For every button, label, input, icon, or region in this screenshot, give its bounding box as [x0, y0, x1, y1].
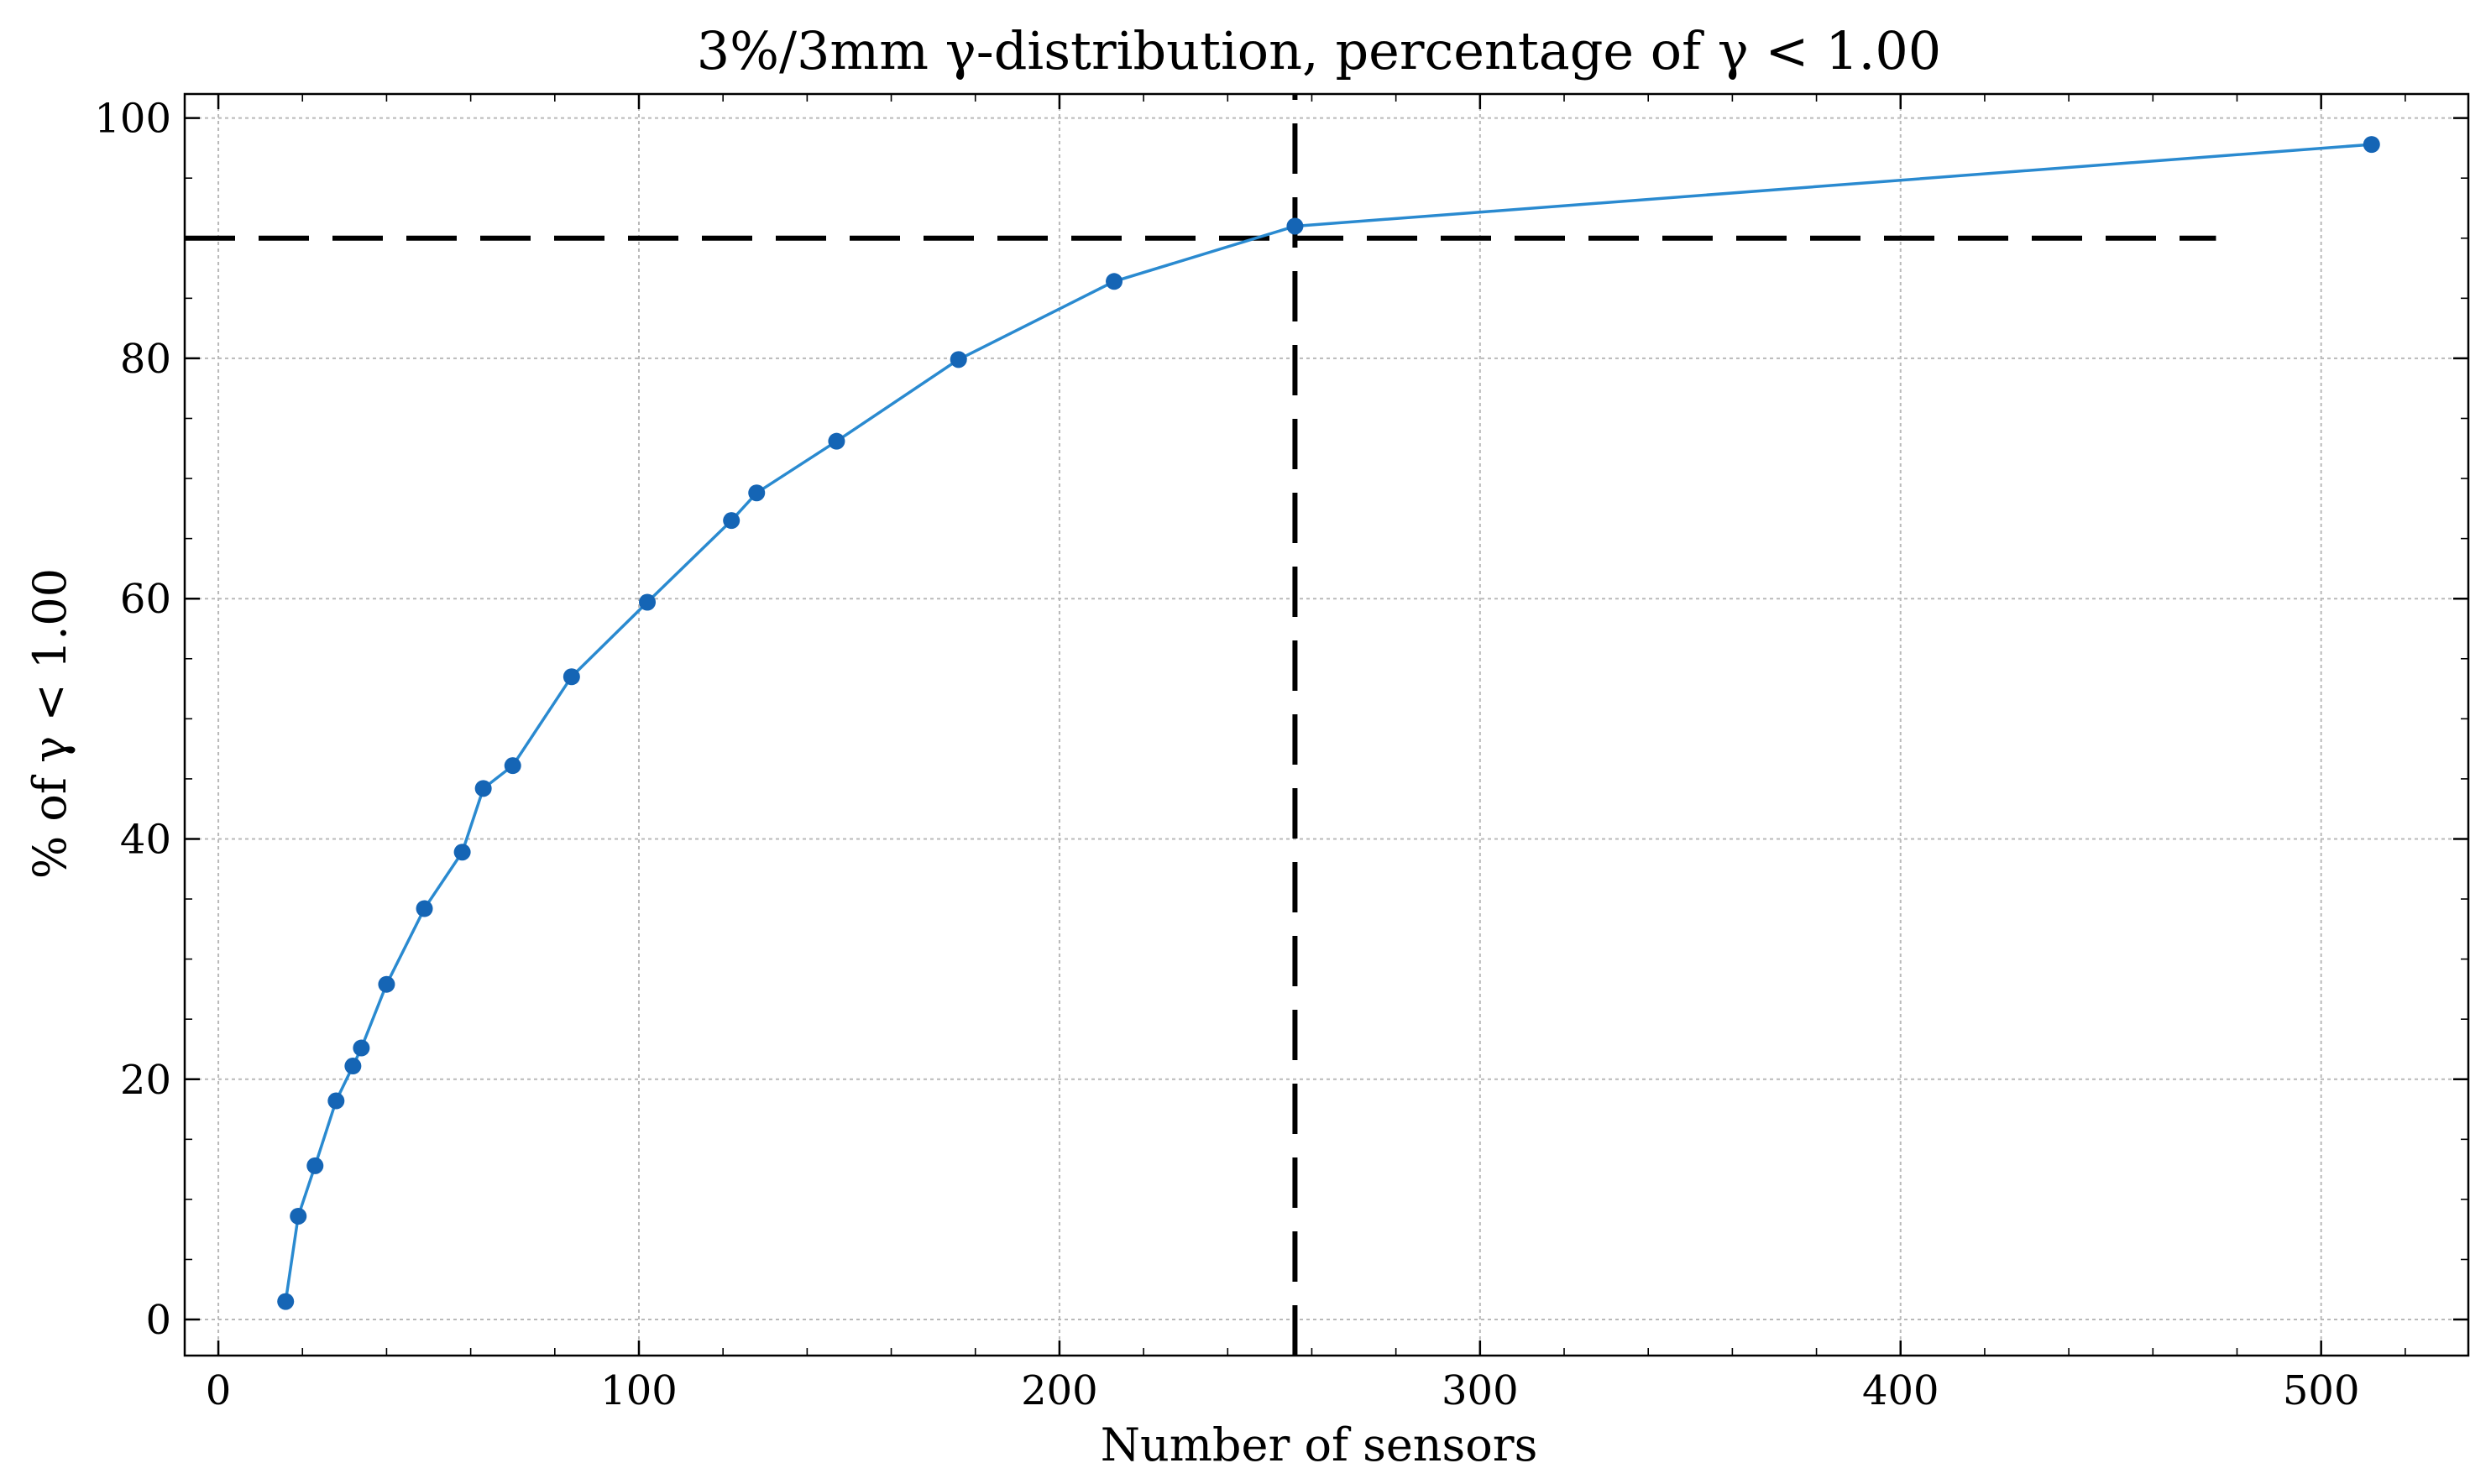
x-tick-label: 200 [1021, 1367, 1098, 1414]
data-point [1286, 217, 1304, 235]
y-tick-label: 40 [120, 816, 171, 863]
data-point [306, 1157, 324, 1174]
chart-title: 3%/3mm γ-distribution, percentage of γ <… [697, 20, 1942, 81]
data-point [723, 512, 740, 530]
reference-lines [185, 94, 2216, 1356]
data-point [828, 432, 845, 450]
data-point [639, 593, 657, 611]
x-axis-label: Number of sensors [1101, 1419, 1538, 1471]
data-point [327, 1092, 345, 1110]
minor-ticks [185, 94, 2468, 1356]
y-tick-label: 20 [120, 1057, 171, 1104]
y-tick-label: 60 [120, 576, 171, 623]
x-tick-label: 300 [1442, 1367, 1519, 1414]
major-ticks [185, 94, 2468, 1356]
data-point [1106, 273, 1123, 290]
series [277, 136, 2380, 1310]
data-point [277, 1293, 295, 1310]
plot-frame [183, 92, 2470, 1357]
data-point [748, 484, 766, 502]
y-tick-label: 0 [145, 1297, 171, 1344]
data-point [950, 351, 967, 368]
y-tick-label: 100 [94, 96, 171, 143]
x-tick-label: 0 [206, 1367, 232, 1414]
data-point [353, 1039, 370, 1057]
x-tick-labels: 0 100 200 300 400 500 [206, 1367, 2360, 1414]
data-point [290, 1207, 307, 1225]
data-point [474, 780, 492, 797]
y-tick-label: 80 [120, 336, 171, 383]
data-point [2363, 136, 2380, 154]
data-point [504, 757, 521, 775]
series-line [284, 143, 2372, 1302]
data-point [453, 844, 471, 861]
x-tick-label: 500 [2283, 1367, 2360, 1414]
data-point [344, 1058, 362, 1075]
grid [185, 94, 2468, 1356]
x-tick-label: 100 [600, 1367, 678, 1414]
y-tick-labels: 0 20 40 60 80 100 [94, 96, 171, 1344]
y-axis-label: % of γ < 1.00 [24, 568, 76, 879]
x-tick-label: 400 [1862, 1367, 1939, 1414]
data-point [378, 975, 395, 993]
data-point [563, 668, 580, 686]
data-point [416, 900, 433, 917]
